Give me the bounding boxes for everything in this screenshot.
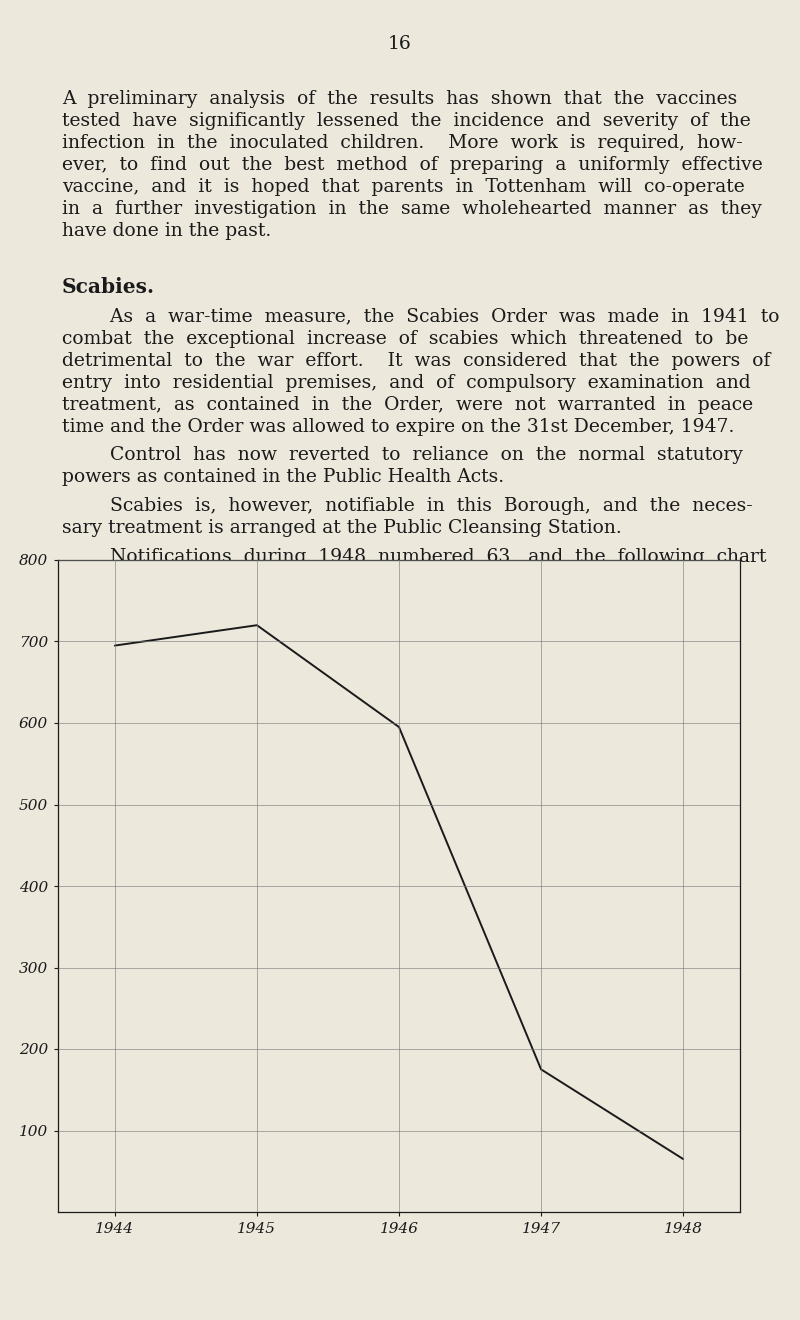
Text: ever,  to  find  out  the  best  method  of  preparing  a  uniformly  effective: ever, to find out the best method of pre…: [62, 156, 762, 174]
Text: time and the Order was allowed to expire on the 31st December, 1947.: time and the Order was allowed to expire…: [62, 418, 734, 436]
Text: tested  have  significantly  lessened  the  incidence  and  severity  of  the: tested have significantly lessened the i…: [62, 112, 750, 129]
Text: Scabies  is,  however,  notifiable  in  this  Borough,  and  the  neces-: Scabies is, however, notifiable in this …: [62, 498, 753, 515]
Text: entry  into  residential  premises,  and  of  compulsory  examination  and: entry into residential premises, and of …: [62, 374, 750, 392]
Text: shows  a  steady  diminution  in  the  incidence  of  this  disease.: shows a steady diminution in the inciden…: [62, 570, 672, 587]
Text: treatment,  as  contained  in  the  Order,  were  not  warranted  in  peace: treatment, as contained in the Order, we…: [62, 396, 753, 413]
Text: 16: 16: [388, 36, 412, 53]
Text: combat  the  exceptional  increase  of  scabies  which  threatened  to  be: combat the exceptional increase of scabi…: [62, 330, 748, 347]
Text: detrimental  to  the  war  effort.    It  was  considered  that  the  powers  of: detrimental to the war effort. It was co…: [62, 352, 770, 370]
Text: Scabies.: Scabies.: [62, 277, 155, 297]
Text: A  preliminary  analysis  of  the  results  has  shown  that  the  vaccines: A preliminary analysis of the results ha…: [62, 90, 738, 108]
Text: powers as contained in the Public Health Acts.: powers as contained in the Public Health…: [62, 469, 504, 486]
Text: As  a  war-time  measure,  the  Scabies  Order  was  made  in  1941  to: As a war-time measure, the Scabies Order…: [62, 308, 779, 326]
Text: sary treatment is arranged at the Public Cleansing Station.: sary treatment is arranged at the Public…: [62, 519, 622, 537]
Text: Notifications  during  1948  numbered  63,  and  the  following  chart: Notifications during 1948 numbered 63, a…: [62, 548, 766, 565]
Text: have done in the past.: have done in the past.: [62, 222, 271, 240]
Text: infection  in  the  inoculated  children.    More  work  is  required,  how-: infection in the inoculated children. Mo…: [62, 135, 742, 152]
Text: vaccine,  and  it  is  hoped  that  parents  in  Tottenham  will  co-operate: vaccine, and it is hoped that parents in…: [62, 178, 745, 195]
Text: Control  has  now  reverted  to  reliance  on  the  normal  statutory: Control has now reverted to reliance on …: [62, 446, 743, 465]
Text: in  a  further  investigation  in  the  same  wholehearted  manner  as  they: in a further investigation in the same w…: [62, 201, 762, 218]
